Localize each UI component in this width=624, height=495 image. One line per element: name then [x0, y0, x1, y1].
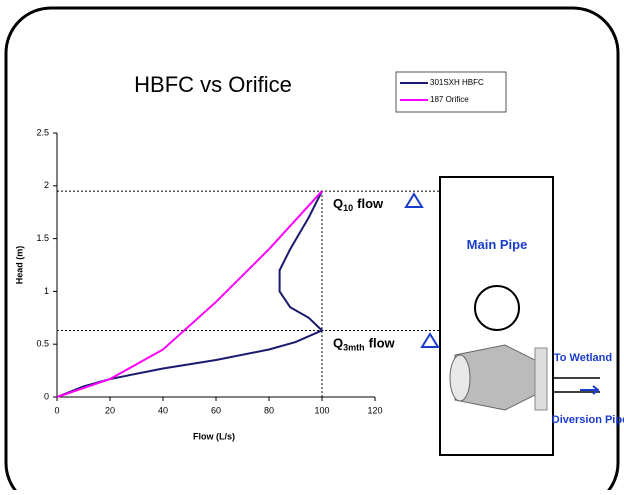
y-axis-label: Head (m) — [14, 246, 24, 285]
annotation-sub: 10 — [343, 203, 353, 213]
main-pipe-text: Main Pipe — [467, 237, 528, 252]
x-tick-label: 40 — [158, 405, 168, 415]
annotation: Q10 flow — [333, 197, 384, 214]
legend-label: 301SXH HBFC — [430, 78, 484, 87]
diversion-pipe: Diversion Pipe — [552, 414, 624, 426]
x-tick-label: 120 — [367, 405, 382, 415]
x-tick-label: 20 — [105, 405, 115, 415]
y-tick-label: 1 — [44, 286, 49, 296]
x-tick-label: 100 — [314, 405, 329, 415]
x-axis-label: Flow (L/s) — [193, 431, 235, 441]
to-wetland: To Wetland — [554, 352, 612, 364]
x-tick-label: 0 — [54, 405, 59, 415]
annotation-main: Q — [333, 336, 343, 351]
y-tick-label: 0 — [44, 391, 49, 401]
x-tick-label: 60 — [211, 405, 221, 415]
y-tick-label: 1.5 — [36, 233, 49, 243]
annotation-sub: 3mth — [343, 343, 365, 353]
y-tick-label: 2 — [44, 180, 49, 190]
chart-title: HBFC vs Orifice — [134, 72, 292, 97]
legend-label: 187 Orifice — [430, 95, 469, 104]
annotation-rest: flow — [369, 336, 396, 351]
x-tick-label: 80 — [264, 405, 274, 415]
annotation-rest: flow — [357, 197, 384, 212]
main-pipe-label: Main Pipe — [467, 237, 528, 252]
y-tick-label: 2.5 — [36, 127, 49, 137]
y-tick-label: 0.5 — [36, 339, 49, 349]
annotation-main: Q — [333, 197, 343, 212]
slide: HBFC vs Orifice Head (m) Flow (L/s) Main… — [0, 0, 624, 490]
